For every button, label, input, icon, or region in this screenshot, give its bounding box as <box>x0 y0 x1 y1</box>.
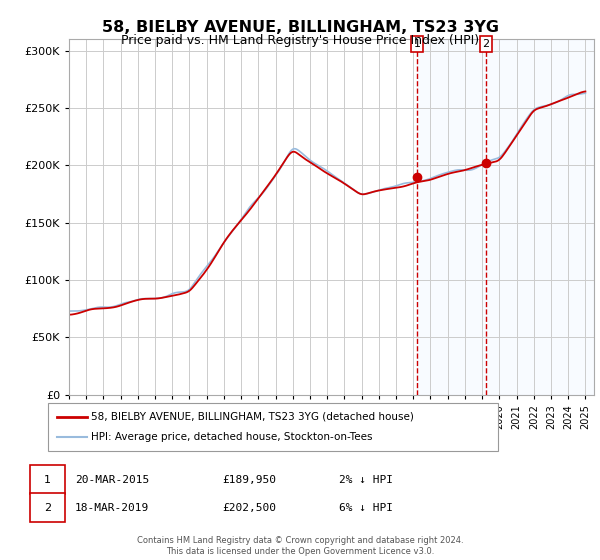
Text: 58, BIELBY AVENUE, BILLINGHAM, TS23 3YG: 58, BIELBY AVENUE, BILLINGHAM, TS23 3YG <box>101 20 499 35</box>
Text: £189,950: £189,950 <box>222 475 276 485</box>
Text: 20-MAR-2015: 20-MAR-2015 <box>75 475 149 485</box>
Text: 2: 2 <box>482 39 490 49</box>
Text: Contains HM Land Registry data © Crown copyright and database right 2024.
This d: Contains HM Land Registry data © Crown c… <box>137 536 463 556</box>
Text: 1: 1 <box>44 475 51 485</box>
Text: 18-MAR-2019: 18-MAR-2019 <box>75 503 149 513</box>
Text: 1: 1 <box>413 39 421 49</box>
Text: HPI: Average price, detached house, Stockton-on-Tees: HPI: Average price, detached house, Stoc… <box>91 432 373 442</box>
Text: Price paid vs. HM Land Registry's House Price Index (HPI): Price paid vs. HM Land Registry's House … <box>121 34 479 46</box>
Text: £202,500: £202,500 <box>222 503 276 513</box>
Bar <box>417 39 594 395</box>
Text: 2% ↓ HPI: 2% ↓ HPI <box>339 475 393 485</box>
Text: 58, BIELBY AVENUE, BILLINGHAM, TS23 3YG (detached house): 58, BIELBY AVENUE, BILLINGHAM, TS23 3YG … <box>91 412 414 422</box>
Text: 2: 2 <box>44 503 51 513</box>
Text: 6% ↓ HPI: 6% ↓ HPI <box>339 503 393 513</box>
